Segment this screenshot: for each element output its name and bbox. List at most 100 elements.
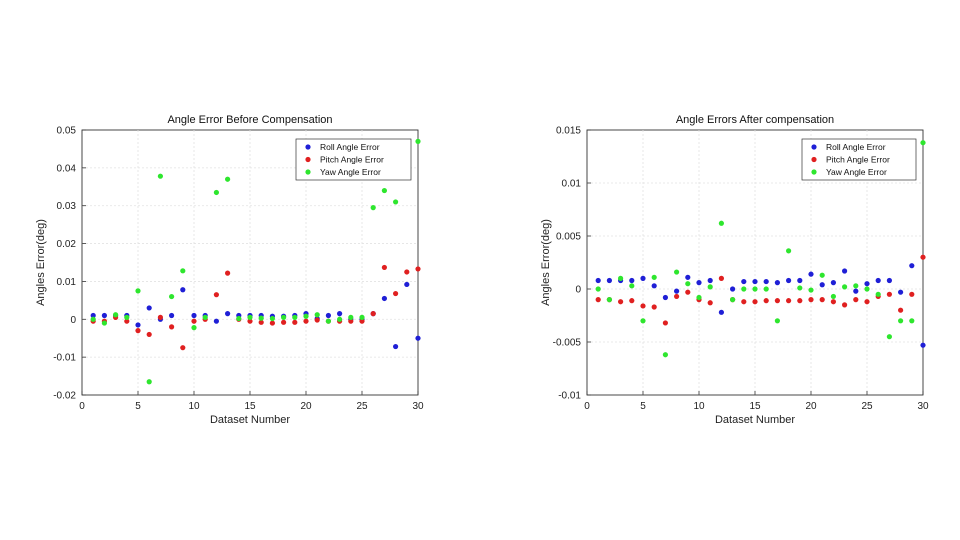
data-point xyxy=(325,312,331,319)
data-point xyxy=(169,312,175,319)
data-point xyxy=(314,317,320,323)
data-point xyxy=(135,328,141,334)
data-point xyxy=(819,282,825,288)
data-point xyxy=(718,275,725,281)
data-point xyxy=(292,319,298,325)
data-point xyxy=(909,263,915,269)
x-tick-label: 0 xyxy=(584,401,590,412)
data-point xyxy=(741,299,747,305)
data-point xyxy=(606,277,613,284)
data-point xyxy=(370,311,376,317)
data-point xyxy=(292,314,298,320)
data-point xyxy=(337,316,343,322)
data-point xyxy=(864,281,870,287)
x-tick-label: 25 xyxy=(861,401,873,412)
data-point xyxy=(763,278,769,285)
data-point xyxy=(629,283,635,289)
data-point xyxy=(651,283,657,289)
data-point xyxy=(606,297,613,303)
data-point xyxy=(853,297,859,303)
data-point xyxy=(830,293,837,300)
data-point xyxy=(191,325,197,331)
data-point xyxy=(909,291,915,297)
data-point xyxy=(113,312,119,318)
data-point xyxy=(595,277,601,284)
data-point xyxy=(269,320,275,326)
data-point xyxy=(886,277,893,284)
data-point xyxy=(898,289,904,295)
legend-marker xyxy=(305,144,311,150)
legend-marker xyxy=(811,156,817,163)
data-point xyxy=(415,335,421,341)
y-tick-label: 0 xyxy=(575,285,581,296)
data-point xyxy=(247,314,253,320)
data-point xyxy=(157,173,163,179)
data-point xyxy=(404,281,410,288)
data-point xyxy=(618,299,624,305)
chart-2: 0 5 10 15 20 25 30 -0.01 -0.005 0 0.005 0.01 0.015 An… xyxy=(540,114,929,426)
y-axis-label: Angles Error(deg) xyxy=(35,219,47,306)
y-tick-label: 0.05 xyxy=(57,126,77,137)
data-point xyxy=(819,297,825,303)
data-point xyxy=(774,298,781,304)
x-tick-label: 10 xyxy=(693,401,705,412)
data-point xyxy=(886,291,893,297)
data-point xyxy=(381,295,387,302)
data-point xyxy=(808,297,814,303)
y-tick-label: 0 xyxy=(70,315,76,326)
data-point xyxy=(830,280,837,286)
x-tick-label: 10 xyxy=(188,401,200,412)
data-point xyxy=(685,281,691,287)
data-point xyxy=(618,275,624,281)
data-point xyxy=(707,300,713,306)
legend-label: Yaw Angle Error xyxy=(826,167,887,177)
data-point xyxy=(314,312,320,318)
y-axis-label: Angles Error(deg) xyxy=(540,219,552,306)
data-point xyxy=(281,314,287,320)
y-tick-label: 0.01 xyxy=(562,179,582,190)
data-point xyxy=(191,318,197,324)
data-point xyxy=(730,286,736,292)
data-point xyxy=(269,315,275,322)
data-point xyxy=(797,277,803,284)
legend: Roll Angle Error Pitch Angle Error Yaw Ang… xyxy=(801,138,917,181)
data-point xyxy=(674,293,680,300)
y-tick-label: 0.02 xyxy=(57,239,77,250)
data-point xyxy=(393,199,399,205)
data-point xyxy=(898,307,904,313)
data-point xyxy=(348,314,354,320)
data-point xyxy=(920,140,926,146)
legend-label: Yaw Angle Error xyxy=(320,167,381,177)
x-tick-label: 0 xyxy=(79,401,85,412)
legend-marker xyxy=(305,156,311,163)
x-tick-label: 20 xyxy=(300,401,312,412)
data-point xyxy=(674,288,680,294)
data-point xyxy=(640,275,646,281)
data-point xyxy=(337,311,343,317)
data-point xyxy=(629,277,635,284)
data-point xyxy=(864,299,870,305)
x-axis-label: Dataset Number xyxy=(715,414,795,426)
legend-marker xyxy=(811,169,817,175)
legend-box xyxy=(295,138,412,181)
x-tick-label: 25 xyxy=(356,401,368,412)
data-point xyxy=(808,287,814,293)
data-point xyxy=(169,293,175,300)
data-point xyxy=(696,294,702,301)
legend-label: Pitch Angle Error xyxy=(826,155,890,165)
data-point xyxy=(662,294,669,301)
legend-label: Pitch Angle Error xyxy=(320,155,384,165)
data-point xyxy=(180,287,186,293)
data-point xyxy=(797,298,803,304)
data-point xyxy=(786,248,792,254)
data-point xyxy=(830,299,837,305)
data-point xyxy=(752,278,758,285)
data-point xyxy=(842,268,848,274)
data-point xyxy=(381,187,387,194)
data-point xyxy=(146,305,152,311)
x-tick-label: 20 xyxy=(805,401,817,412)
data-point xyxy=(135,322,141,328)
data-point xyxy=(359,314,365,320)
y-tick-label: 0.04 xyxy=(57,163,77,174)
y-tick-label: -0.01 xyxy=(53,353,76,364)
